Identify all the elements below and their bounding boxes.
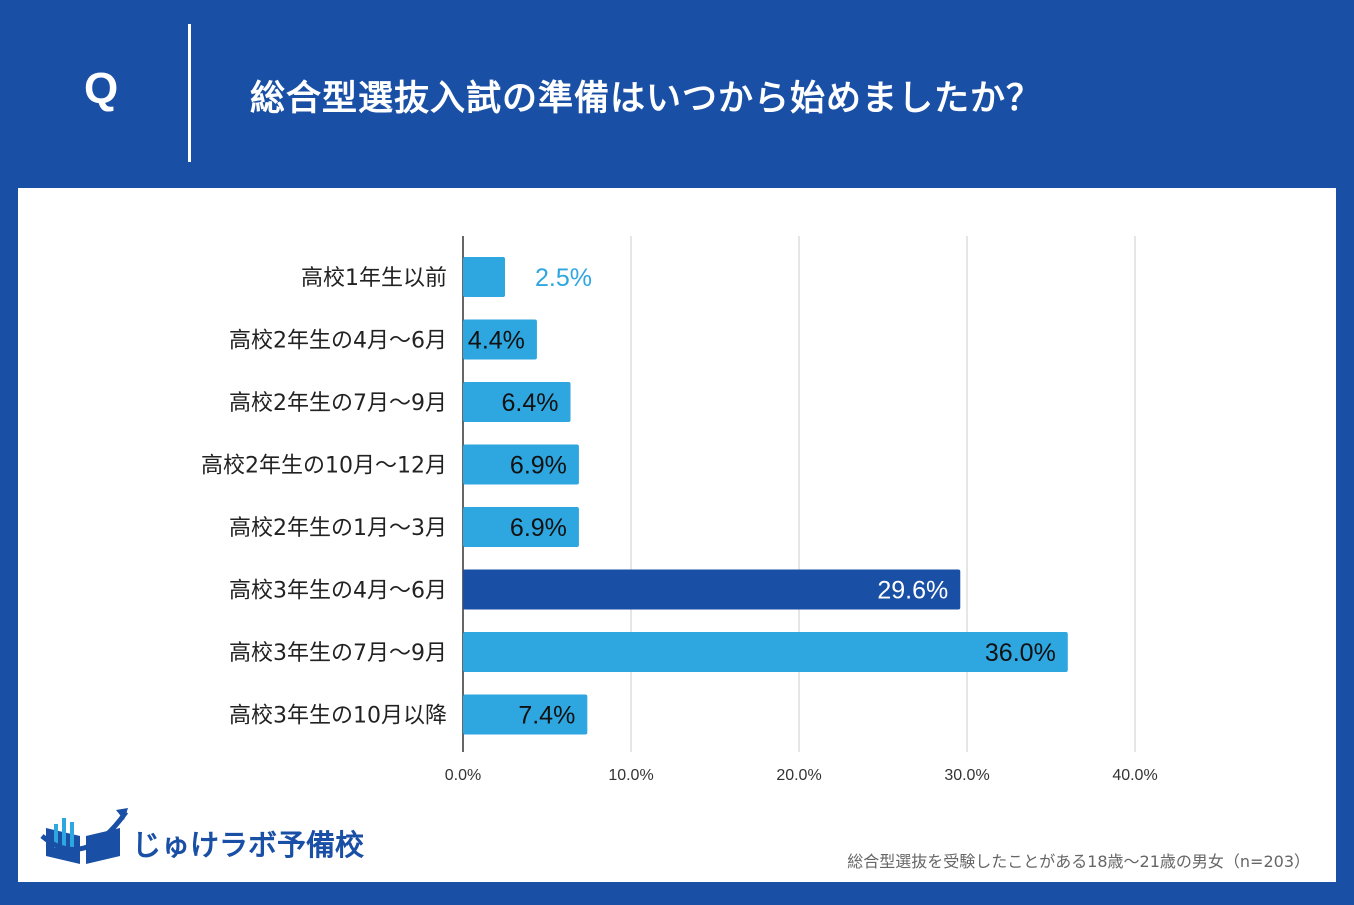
bar (463, 444, 579, 485)
bar (463, 257, 505, 297)
bar (463, 319, 537, 360)
category-label: 高校3年生の10月以降 (229, 704, 447, 729)
bar (463, 382, 571, 422)
data-label: 6.4% (502, 389, 559, 417)
category-label: 高校2年生の4月～6月 (229, 329, 447, 354)
data-label: 6.9% (510, 452, 567, 480)
bar (463, 569, 961, 610)
page-title: 総合型選抜入試の準備はいつから始めましたか？ (250, 79, 1043, 119)
bar (463, 632, 1068, 672)
category-label: 高校3年生の4月～6月 (229, 579, 447, 604)
bar (463, 507, 579, 547)
category-label: 高校1年生以前 (301, 266, 447, 291)
x-tick-label: 20.0% (776, 767, 821, 784)
x-tick-label: 0.0% (445, 767, 481, 784)
category-label: 高校2年生の7月～9月 (229, 391, 447, 416)
data-label: 36.0% (985, 639, 1056, 667)
x-tick-label: 40.0% (1112, 767, 1157, 784)
data-label: 2.5% (535, 264, 592, 292)
header-divider (188, 24, 191, 162)
question-mark: Q (84, 64, 119, 113)
open-book-logo-icon (40, 808, 129, 864)
bar (463, 694, 588, 735)
data-label: 6.9% (510, 514, 567, 542)
category-label: 高校3年生の7月～9月 (229, 641, 447, 666)
chart-panel (18, 188, 1336, 882)
category-label: 高校2年生の10月～12月 (201, 454, 447, 479)
logo-text: じゅけラボ予備校 (132, 828, 365, 862)
data-label: 4.4% (468, 327, 525, 355)
header: Q 総合型選抜入試の準備はいつから始めましたか？ (0, 0, 1354, 188)
data-label: 7.4% (518, 702, 575, 730)
data-label: 29.6% (877, 577, 948, 605)
sample-footnote: 総合型選抜を受験したことがある18歳～21歳の男女（n=203） (847, 852, 1310, 871)
x-tick-label: 30.0% (944, 767, 989, 784)
category-label: 高校2年生の1月～3月 (229, 516, 447, 541)
logo: じゅけラボ予備校 (40, 806, 364, 870)
x-tick-label: 10.0% (608, 767, 653, 784)
